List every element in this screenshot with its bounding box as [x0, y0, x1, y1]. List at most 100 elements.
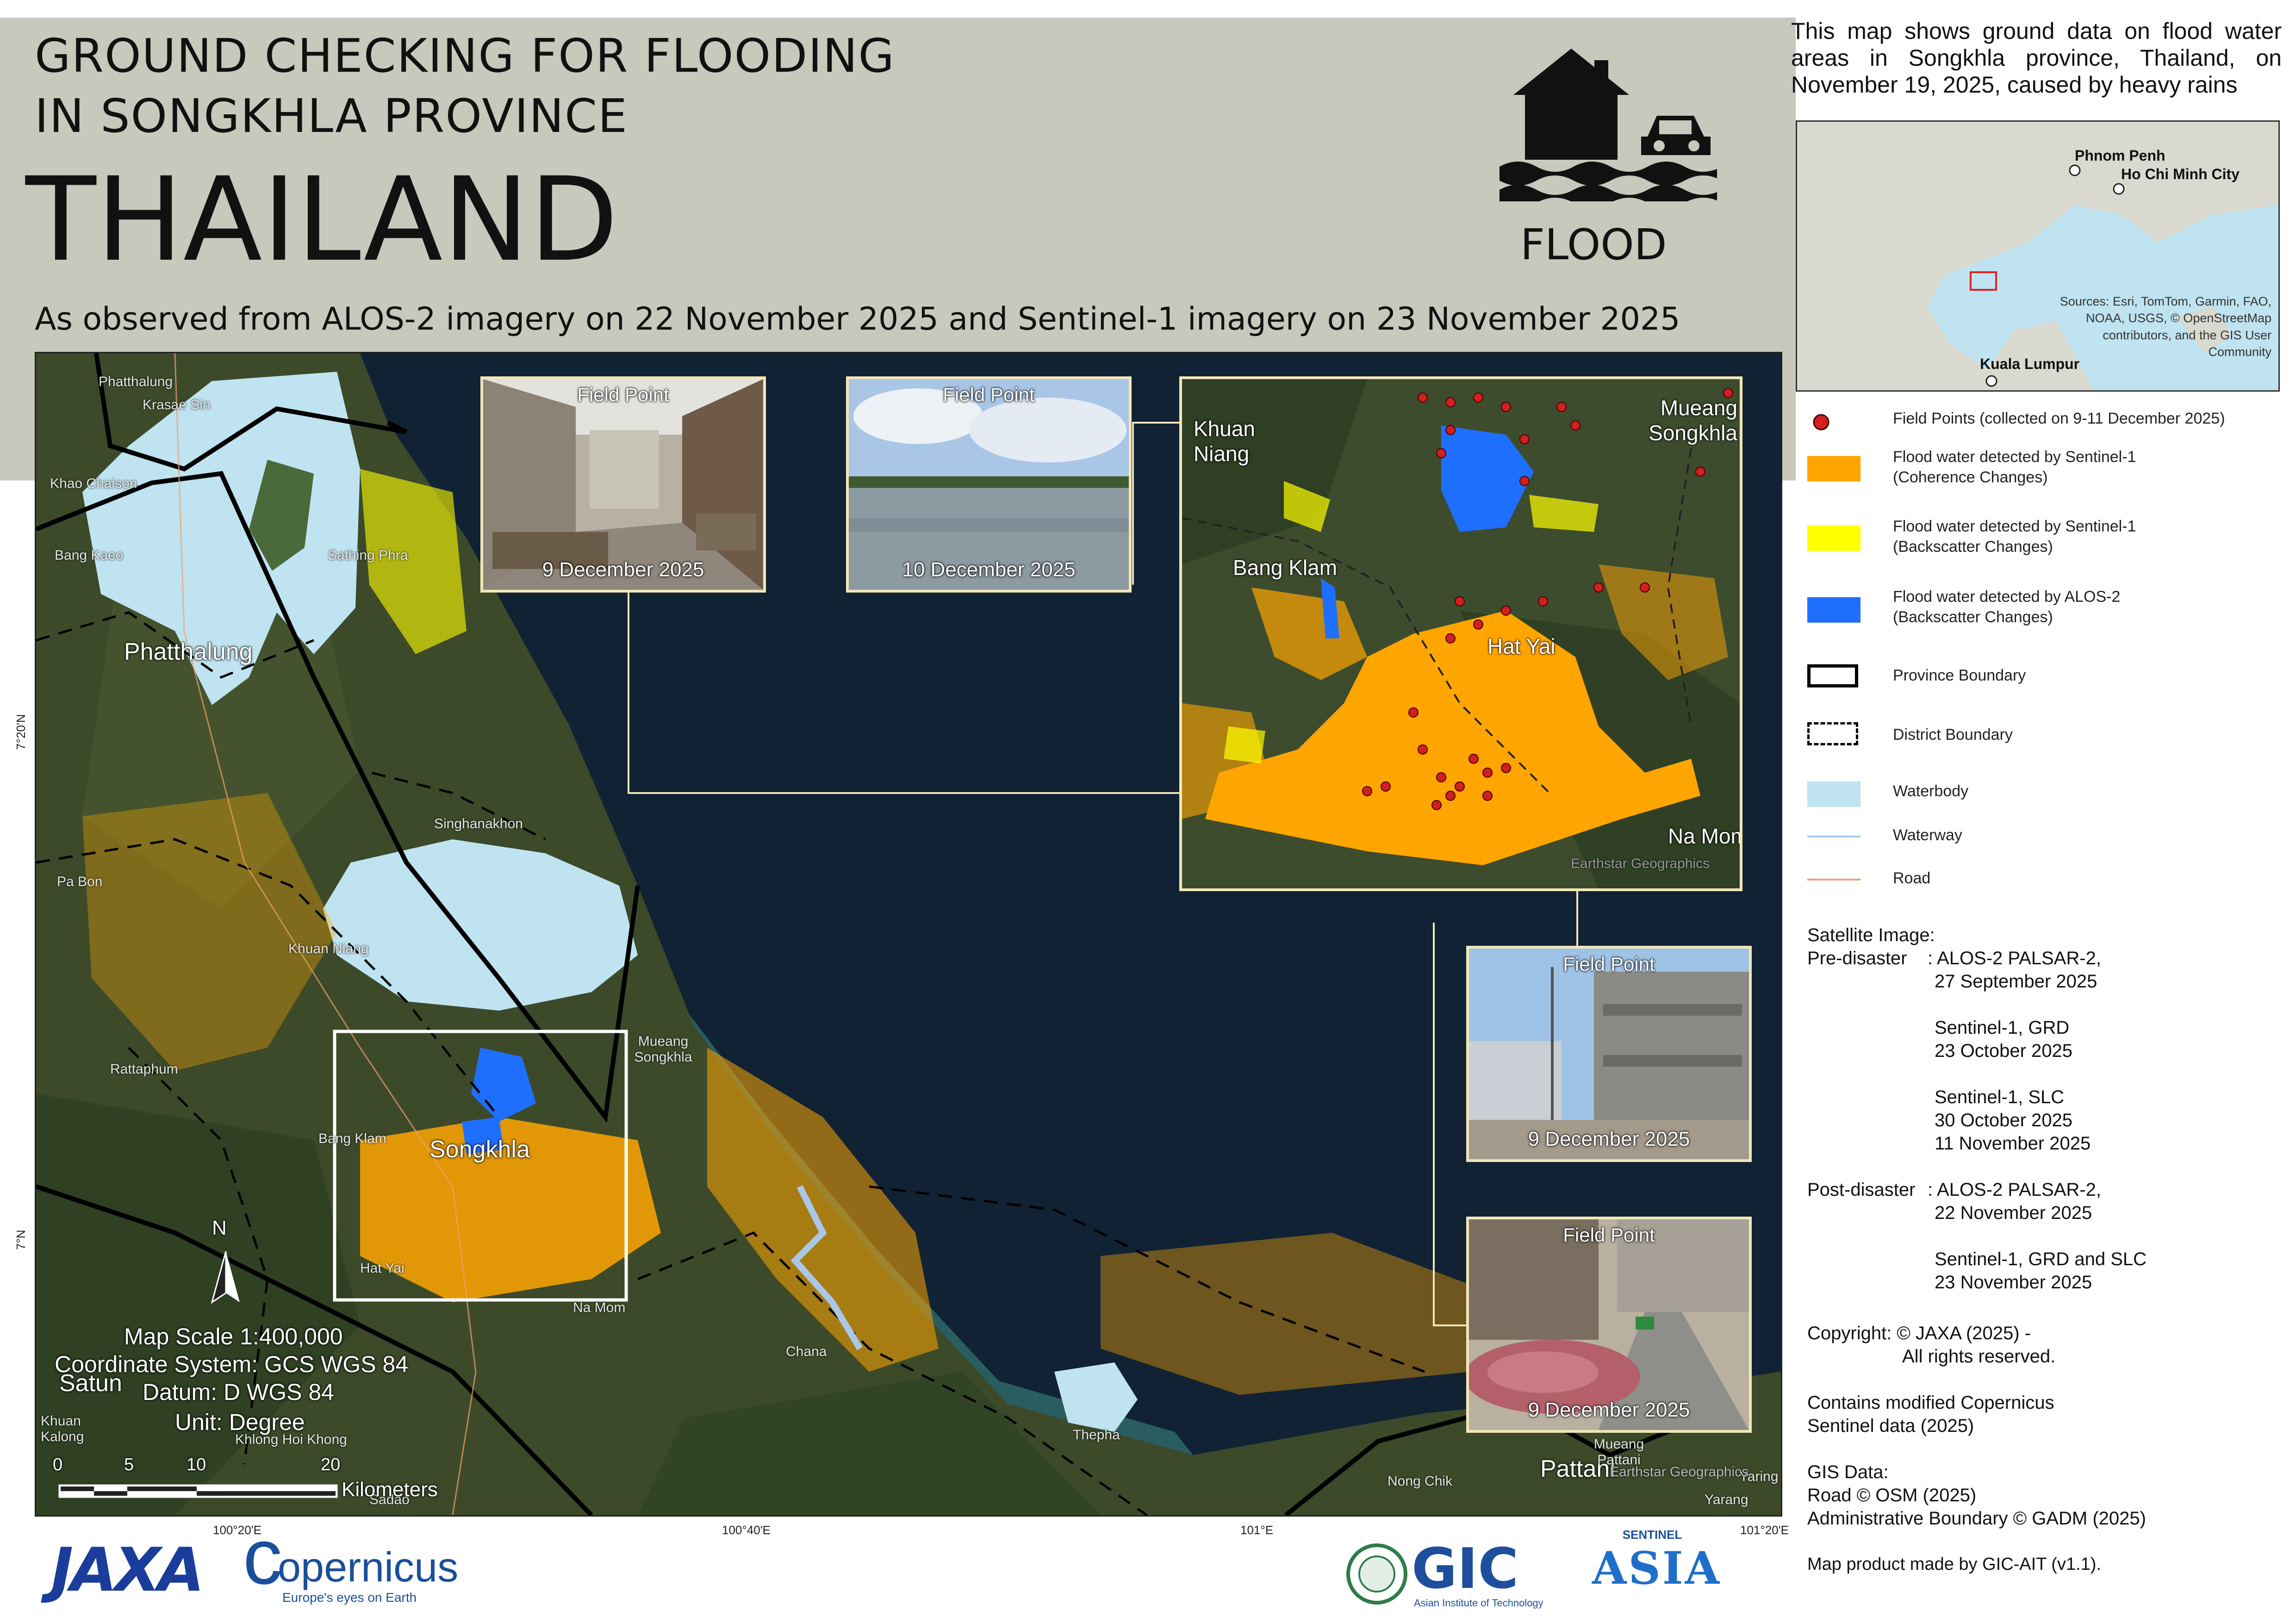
province-label-songkhla: Songkhla: [429, 1136, 530, 1163]
credit-gis-heading: GIS Data:: [1807, 1462, 1889, 1482]
legend-swatch-province: [1807, 664, 1858, 687]
sentinel-asia-logo: SENTINEL ASIA: [1592, 1528, 1722, 1594]
province-boundary: [94, 353, 408, 472]
legend-waterway: Waterway: [1893, 826, 1962, 844]
zoom-map-graphics: [1182, 379, 1740, 888]
sat-info-pre-3: Sentinel-1, SLC: [1935, 1087, 2065, 1107]
overview-city-label: Kuala Lumpur: [1980, 356, 2080, 372]
flooded-field-photo: [849, 379, 1129, 590]
sat-info-pre-3b: 30 October 2025: [1935, 1110, 2072, 1131]
legend-waterbody: Waterbody: [1893, 782, 1969, 800]
sentinel-asia-top: SENTINEL: [1622, 1528, 1682, 1542]
district-label: Khuan Kalong: [41, 1413, 84, 1444]
legend-s1-coherence-line1: Flood water detected by Sentinel-1: [1893, 448, 2136, 466]
zoom-inset-map[interactable]: Khuan Niang Mueang Songkhla Bang Klam Ha…: [1179, 376, 1742, 891]
map-title-line2: IN SONGKHLA PROVINCE: [35, 89, 628, 143]
district-label: Khlong Hoi Khong: [235, 1432, 347, 1447]
field-photo-date: 9 December 2025: [1528, 1399, 1690, 1421]
legend-swatch-alos: [1807, 597, 1860, 623]
district-label: Nong Chik: [1388, 1474, 1453, 1489]
district-label: Khao Chaison: [50, 476, 137, 491]
sat-info-post-1b: 22 November 2025: [1935, 1203, 2092, 1223]
debris-mattress-photo: [1469, 1219, 1749, 1430]
overview-locator-map[interactable]: Phnom Penh Ho Chi Minh City Kuala Lumpur…: [1796, 120, 2280, 392]
country-title: THAILAND: [25, 152, 619, 287]
district-label: Khuan Niang: [288, 941, 369, 956]
zoom-label-hat-yai: Hat Yai: [1487, 634, 1556, 658]
leader-line-1: [628, 585, 1202, 794]
district-label: Sadao: [369, 1492, 410, 1507]
coordinate-system-text: Coordinate System: GCS WGS 84: [55, 1351, 409, 1377]
district-label: Hat Yai: [360, 1261, 404, 1276]
district-label: Chana: [786, 1344, 827, 1359]
district-label: Phatthalung: [99, 374, 173, 389]
field-photo-1[interactable]: Field Point 9 December 2025: [480, 376, 766, 593]
map-title-line1: GROUND CHECKING FOR FLOODING: [35, 29, 896, 83]
ait-seal-icon: [1346, 1543, 1407, 1605]
legend-s1-coherence-line2: (Coherence Changes): [1893, 468, 2048, 486]
north-arrow-icon: [211, 1251, 240, 1304]
sat-info-pre-2b: 23 October 2025: [1935, 1041, 2072, 1061]
legend-alos-line1: Flood water detected by ALOS-2: [1893, 588, 2121, 606]
credit-gis-boundary: Administrative Boundary © GADM (2025): [1807, 1508, 2146, 1529]
district-label: Krasae Sin: [143, 397, 211, 412]
district-label: Yaring: [1739, 1469, 1779, 1484]
district-label: Pa Bon: [57, 874, 103, 889]
scale-bar: [58, 1484, 338, 1498]
overview-city-label: Phnom Penh: [2075, 147, 2165, 164]
district-label: Mueang Pattani: [1593, 1437, 1644, 1468]
legend-road: Road: [1893, 869, 1931, 887]
map-subtitle: As observed from ALOS-2 imagery on 22 No…: [35, 301, 1680, 337]
field-photo-date: 10 December 2025: [902, 558, 1076, 581]
jaxa-logo: JAXA: [51, 1535, 205, 1605]
field-points: [1362, 388, 1733, 810]
main-map[interactable]: Phatthalung Songkhla Satun Pattani Phatt…: [35, 352, 1782, 1517]
district-label: Sathing Phra: [328, 548, 408, 563]
sat-info-post-1: : ALOS-2 PALSAR-2,: [1928, 1180, 2101, 1200]
zoom-attribution: Earthstar Geographics: [1571, 856, 1710, 871]
district-label: Yarang: [1705, 1492, 1748, 1507]
legend-field-point-icon: [1813, 414, 1829, 431]
field-photo-3[interactable]: Field Point 9 December 2025: [1466, 946, 1752, 1162]
scalebar-unit: Kilometers: [342, 1478, 438, 1501]
datum-text: Datum: D WGS 84: [143, 1379, 334, 1405]
map-description: This map shows ground data on flood wate…: [1791, 18, 2282, 98]
credit-copernicus-1: Contains modified Copernicus: [1807, 1393, 2054, 1413]
sat-info-heading: Satellite Image:: [1807, 925, 1935, 945]
province-label-phatthalung: Phatthalung: [124, 638, 253, 665]
credit-copyright-2: All rights reserved.: [1902, 1346, 2056, 1367]
sat-info-pre-1b: 27 September 2025: [1935, 971, 2097, 992]
leader-line-2: [1132, 422, 1188, 585]
sat-info-pre-1: : ALOS-2 PALSAR-2,: [1928, 948, 2101, 968]
street-debris-photo: [483, 379, 763, 590]
field-photo-title: Field Point: [943, 384, 1035, 406]
grid-label-lon: 100°40'E: [722, 1523, 771, 1537]
overview-extent-box: [1970, 271, 1997, 291]
district-label: Na Mom: [573, 1300, 626, 1315]
field-photo-date: 9 December 2025: [1528, 1128, 1690, 1150]
field-photo-2[interactable]: Field Point 10 December 2025: [846, 376, 1132, 593]
grid-label-lon: 101°E: [1240, 1523, 1274, 1537]
grid-label-lat: 7°N: [14, 1230, 28, 1250]
field-photo-4[interactable]: Field Point 9 December 2025: [1466, 1217, 1752, 1433]
sat-info-post-label: Post-disaster: [1807, 1180, 1916, 1200]
overview-map-graphics: [1797, 122, 2278, 390]
road: [174, 353, 477, 1515]
sentinel-asia-text: ASIA: [1592, 1542, 1722, 1594]
credit-copernicus-2: Sentinel data (2025): [1807, 1416, 1974, 1436]
scalebar-tick: 5: [124, 1455, 134, 1474]
sat-info-post-2: Sentinel-1, GRD and SLC: [1935, 1249, 2147, 1269]
province-label-satun: Satun: [59, 1370, 122, 1397]
legend-district-boundary: District Boundary: [1893, 726, 2013, 743]
gic-subtitle: Asian Institute of Technology: [1414, 1597, 1543, 1609]
scalebar-tick: 10: [187, 1455, 206, 1474]
legend-swatch-waterbody: [1807, 781, 1860, 807]
copernicus-logo-text: opernicus: [278, 1544, 459, 1591]
legend-swatch-s1-coherence: [1807, 456, 1860, 481]
flood-label: FLOOD: [1520, 220, 1667, 269]
gic-logo: GIC: [1412, 1537, 1519, 1601]
legend-province-boundary: Province Boundary: [1893, 667, 2026, 684]
map-scale-text: Map Scale 1:400,000: [124, 1324, 343, 1349]
legend-s1-backscatter-line1: Flood water detected by Sentinel-1: [1893, 518, 2136, 535]
legend-swatch-road: [1807, 879, 1860, 881]
